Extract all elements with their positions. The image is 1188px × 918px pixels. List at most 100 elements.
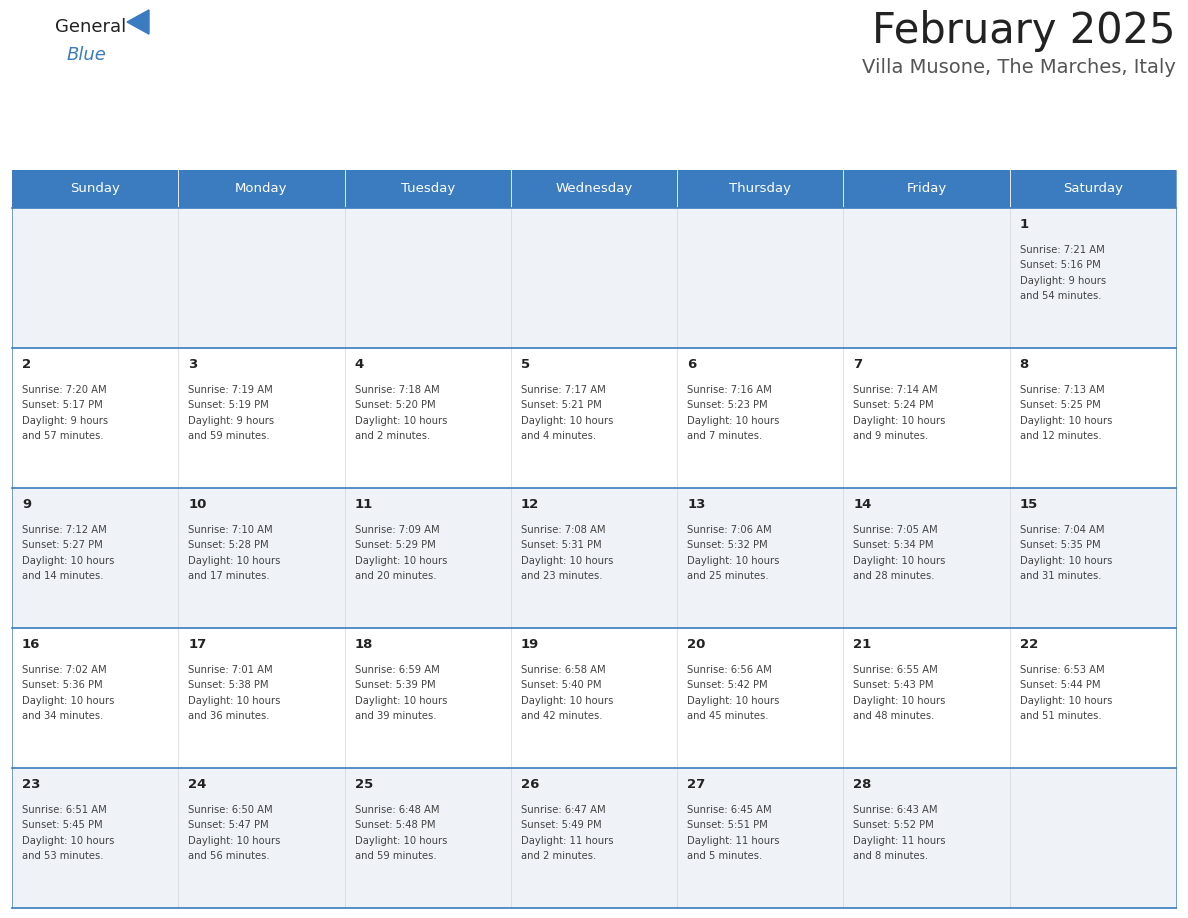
Text: Daylight: 10 hours: Daylight: 10 hours bbox=[520, 696, 613, 706]
Text: 4: 4 bbox=[354, 358, 364, 371]
Bar bbox=[345, 170, 511, 207]
Text: and 14 minutes.: and 14 minutes. bbox=[23, 571, 103, 581]
Text: and 25 minutes.: and 25 minutes. bbox=[687, 571, 769, 581]
Text: Sunset: 5:42 PM: Sunset: 5:42 PM bbox=[687, 680, 767, 690]
Text: Sunset: 5:16 PM: Sunset: 5:16 PM bbox=[1019, 261, 1100, 270]
Text: Saturday: Saturday bbox=[1063, 183, 1123, 196]
Text: Sunrise: 7:13 AM: Sunrise: 7:13 AM bbox=[1019, 385, 1105, 395]
Text: Sunrise: 7:10 AM: Sunrise: 7:10 AM bbox=[188, 525, 273, 535]
Text: and 56 minutes.: and 56 minutes. bbox=[188, 852, 270, 861]
Text: Daylight: 10 hours: Daylight: 10 hours bbox=[1019, 556, 1112, 565]
Text: Sunrise: 7:19 AM: Sunrise: 7:19 AM bbox=[188, 385, 273, 395]
Text: and 23 minutes.: and 23 minutes. bbox=[520, 571, 602, 581]
Bar bbox=[12, 768, 1176, 908]
Bar bbox=[12, 487, 1176, 628]
Text: and 42 minutes.: and 42 minutes. bbox=[520, 711, 602, 722]
Text: and 4 minutes.: and 4 minutes. bbox=[520, 431, 596, 442]
Text: Sunrise: 7:01 AM: Sunrise: 7:01 AM bbox=[188, 665, 273, 675]
Text: Sunset: 5:32 PM: Sunset: 5:32 PM bbox=[687, 541, 767, 551]
Text: 23: 23 bbox=[23, 778, 40, 791]
Text: Sunday: Sunday bbox=[70, 183, 120, 196]
Text: Daylight: 11 hours: Daylight: 11 hours bbox=[520, 836, 613, 846]
Text: Daylight: 10 hours: Daylight: 10 hours bbox=[853, 556, 946, 565]
Text: Daylight: 10 hours: Daylight: 10 hours bbox=[1019, 416, 1112, 426]
Text: Sunrise: 6:59 AM: Sunrise: 6:59 AM bbox=[354, 665, 440, 675]
Text: 26: 26 bbox=[520, 778, 539, 791]
Text: 10: 10 bbox=[188, 498, 207, 511]
Text: and 59 minutes.: and 59 minutes. bbox=[188, 431, 270, 442]
Text: and 28 minutes.: and 28 minutes. bbox=[853, 571, 935, 581]
Text: Sunset: 5:47 PM: Sunset: 5:47 PM bbox=[188, 821, 268, 831]
Text: Daylight: 10 hours: Daylight: 10 hours bbox=[23, 836, 114, 846]
Text: Daylight: 10 hours: Daylight: 10 hours bbox=[188, 696, 280, 706]
Text: Sunrise: 7:08 AM: Sunrise: 7:08 AM bbox=[520, 525, 606, 535]
Text: Sunrise: 6:51 AM: Sunrise: 6:51 AM bbox=[23, 805, 107, 815]
Text: Sunset: 5:45 PM: Sunset: 5:45 PM bbox=[23, 821, 102, 831]
Text: 22: 22 bbox=[1019, 638, 1038, 651]
Text: Sunset: 5:21 PM: Sunset: 5:21 PM bbox=[520, 400, 601, 410]
Text: 1: 1 bbox=[1019, 218, 1029, 230]
Text: Sunset: 5:23 PM: Sunset: 5:23 PM bbox=[687, 400, 767, 410]
Text: and 31 minutes.: and 31 minutes. bbox=[1019, 571, 1101, 581]
Text: Daylight: 10 hours: Daylight: 10 hours bbox=[23, 556, 114, 565]
Text: Daylight: 10 hours: Daylight: 10 hours bbox=[354, 416, 447, 426]
Text: Sunrise: 6:50 AM: Sunrise: 6:50 AM bbox=[188, 805, 273, 815]
Text: Sunset: 5:49 PM: Sunset: 5:49 PM bbox=[520, 821, 601, 831]
Text: and 20 minutes.: and 20 minutes. bbox=[354, 571, 436, 581]
Text: 21: 21 bbox=[853, 638, 872, 651]
Text: 2: 2 bbox=[23, 358, 31, 371]
Text: Sunrise: 7:06 AM: Sunrise: 7:06 AM bbox=[687, 525, 772, 535]
Text: Sunset: 5:17 PM: Sunset: 5:17 PM bbox=[23, 400, 102, 410]
Text: Sunset: 5:36 PM: Sunset: 5:36 PM bbox=[23, 680, 102, 690]
Text: Sunset: 5:48 PM: Sunset: 5:48 PM bbox=[354, 821, 435, 831]
Text: Daylight: 9 hours: Daylight: 9 hours bbox=[1019, 275, 1106, 285]
Text: Sunrise: 7:20 AM: Sunrise: 7:20 AM bbox=[23, 385, 107, 395]
Text: Sunset: 5:35 PM: Sunset: 5:35 PM bbox=[1019, 541, 1100, 551]
Text: Daylight: 11 hours: Daylight: 11 hours bbox=[853, 836, 946, 846]
Text: and 9 minutes.: and 9 minutes. bbox=[853, 431, 929, 442]
Text: Daylight: 9 hours: Daylight: 9 hours bbox=[23, 416, 108, 426]
Text: and 51 minutes.: and 51 minutes. bbox=[1019, 711, 1101, 722]
Text: Sunset: 5:39 PM: Sunset: 5:39 PM bbox=[354, 680, 435, 690]
Text: Sunset: 5:43 PM: Sunset: 5:43 PM bbox=[853, 680, 934, 690]
Text: Daylight: 10 hours: Daylight: 10 hours bbox=[1019, 696, 1112, 706]
Text: 13: 13 bbox=[687, 498, 706, 511]
Text: Sunrise: 7:04 AM: Sunrise: 7:04 AM bbox=[1019, 525, 1104, 535]
Text: 27: 27 bbox=[687, 778, 706, 791]
Text: Sunrise: 7:16 AM: Sunrise: 7:16 AM bbox=[687, 385, 772, 395]
Bar bbox=[511, 170, 677, 207]
Text: Sunrise: 6:53 AM: Sunrise: 6:53 AM bbox=[1019, 665, 1105, 675]
Text: and 7 minutes.: and 7 minutes. bbox=[687, 431, 763, 442]
Text: and 12 minutes.: and 12 minutes. bbox=[1019, 431, 1101, 442]
Text: Sunset: 5:20 PM: Sunset: 5:20 PM bbox=[354, 400, 435, 410]
Text: Daylight: 10 hours: Daylight: 10 hours bbox=[188, 556, 280, 565]
Text: Sunset: 5:28 PM: Sunset: 5:28 PM bbox=[188, 541, 268, 551]
Text: Sunrise: 6:48 AM: Sunrise: 6:48 AM bbox=[354, 805, 440, 815]
Text: Sunset: 5:34 PM: Sunset: 5:34 PM bbox=[853, 541, 934, 551]
Text: Sunset: 5:25 PM: Sunset: 5:25 PM bbox=[1019, 400, 1100, 410]
Text: 15: 15 bbox=[1019, 498, 1038, 511]
Text: Sunset: 5:31 PM: Sunset: 5:31 PM bbox=[520, 541, 601, 551]
Text: Sunset: 5:19 PM: Sunset: 5:19 PM bbox=[188, 400, 268, 410]
Text: 28: 28 bbox=[853, 778, 872, 791]
Text: Sunrise: 7:17 AM: Sunrise: 7:17 AM bbox=[520, 385, 606, 395]
Text: Daylight: 10 hours: Daylight: 10 hours bbox=[354, 836, 447, 846]
Text: Sunset: 5:29 PM: Sunset: 5:29 PM bbox=[354, 541, 435, 551]
Text: 16: 16 bbox=[23, 638, 40, 651]
Text: Sunset: 5:38 PM: Sunset: 5:38 PM bbox=[188, 680, 268, 690]
Text: Sunset: 5:51 PM: Sunset: 5:51 PM bbox=[687, 821, 767, 831]
Text: Sunrise: 6:45 AM: Sunrise: 6:45 AM bbox=[687, 805, 772, 815]
Text: Wednesday: Wednesday bbox=[555, 183, 633, 196]
Bar bbox=[677, 170, 843, 207]
Text: February 2025: February 2025 bbox=[872, 10, 1176, 52]
Text: Daylight: 10 hours: Daylight: 10 hours bbox=[354, 556, 447, 565]
Text: 25: 25 bbox=[354, 778, 373, 791]
Text: Daylight: 9 hours: Daylight: 9 hours bbox=[188, 416, 274, 426]
Text: General: General bbox=[55, 18, 126, 36]
Text: 20: 20 bbox=[687, 638, 706, 651]
Text: Daylight: 10 hours: Daylight: 10 hours bbox=[23, 696, 114, 706]
Text: Sunrise: 7:21 AM: Sunrise: 7:21 AM bbox=[1019, 245, 1105, 255]
Text: Sunset: 5:40 PM: Sunset: 5:40 PM bbox=[520, 680, 601, 690]
Bar bbox=[843, 170, 1010, 207]
Text: Sunrise: 6:43 AM: Sunrise: 6:43 AM bbox=[853, 805, 939, 815]
